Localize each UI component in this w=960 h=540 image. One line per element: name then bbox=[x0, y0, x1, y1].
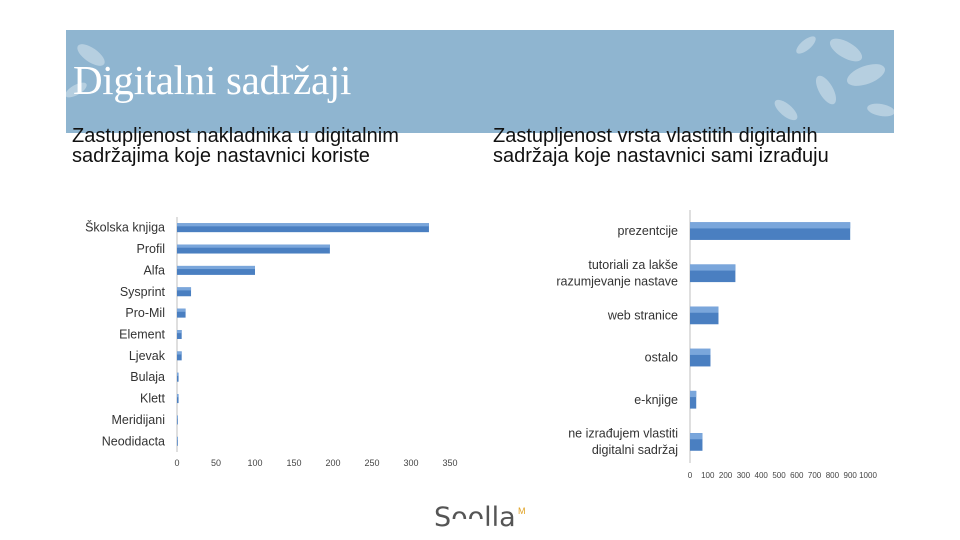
bar-highlight-1-5 bbox=[690, 433, 703, 440]
bar-highlight-1-3 bbox=[690, 348, 711, 355]
content-types-bar-chart: prezentcije tutoriali za lakše razumjevanj… bbox=[556, 210, 877, 480]
bar-0-10 bbox=[177, 436, 178, 446]
x-tick-label-1-7: 700 bbox=[808, 471, 822, 480]
category-label-0-7: Bulaja bbox=[130, 370, 165, 384]
bar-highlight-1-4 bbox=[690, 390, 697, 398]
x-tick-label-1-9: 900 bbox=[844, 471, 858, 480]
category-label-1-2: web stranice bbox=[607, 308, 678, 322]
right-chart-heading: Zastupljenost vrsta vlastitih digitalnih… bbox=[493, 125, 829, 167]
x-tick-label-1-0: 0 bbox=[688, 471, 693, 480]
x-tick-label-0-0: 0 bbox=[174, 458, 179, 468]
bar-1-4 bbox=[690, 390, 697, 409]
category-label-0-9: Meridijani bbox=[112, 413, 166, 427]
x-tick-label-0-3: 150 bbox=[286, 458, 301, 468]
bar-0-8 bbox=[177, 394, 179, 404]
x-tick-label-0-7: 350 bbox=[442, 458, 457, 468]
bar-highlight-0-7 bbox=[177, 372, 179, 376]
bar-highlight-0-6 bbox=[177, 351, 182, 355]
bar-0-4 bbox=[177, 308, 186, 318]
bar-0-2 bbox=[177, 265, 255, 275]
bar-highlight-1-0 bbox=[690, 222, 851, 229]
skolla-logo: Sᴖᴖlla M bbox=[434, 502, 526, 532]
x-tick-label-0-6: 300 bbox=[403, 458, 418, 468]
category-label-1-1: tutoriali za lakše razumjevanje nastave bbox=[556, 258, 678, 289]
slide-title: Digitalni sadržaji bbox=[73, 57, 352, 103]
category-label-0-4: Pro-Mil bbox=[125, 306, 165, 320]
x-tick-label-1-10: 1000 bbox=[859, 471, 877, 480]
category-label-1-3: ostalo bbox=[645, 351, 678, 365]
x-tick-label-0-4: 200 bbox=[325, 458, 340, 468]
category-label-0-10: Neodidacta bbox=[102, 434, 165, 448]
bar-0-9 bbox=[177, 415, 178, 425]
x-tick-label-1-1: 100 bbox=[701, 471, 715, 480]
left-chart-heading: Zastupljenost nakladnika u digitalnim sa… bbox=[72, 125, 399, 167]
x-tick-label-0-5: 250 bbox=[364, 458, 379, 468]
x-tick-label-1-5: 500 bbox=[772, 471, 786, 480]
x-tick-label-1-2: 200 bbox=[719, 471, 733, 480]
bar-0-3 bbox=[177, 287, 192, 297]
bar-0-5 bbox=[177, 330, 182, 339]
x-tick-label-1-3: 300 bbox=[737, 471, 751, 480]
category-label-0-1: Profil bbox=[137, 242, 165, 256]
category-label-0-6: Ljevak bbox=[129, 349, 166, 363]
x-tick-label-1-6: 600 bbox=[790, 471, 804, 480]
category-label-0-3: Sysprint bbox=[120, 285, 166, 299]
header-banner bbox=[66, 30, 894, 133]
bar-0-1 bbox=[177, 244, 330, 254]
x-tick-label-0-1: 50 bbox=[211, 458, 221, 468]
bar-0-0 bbox=[177, 223, 429, 233]
bar-highlight-1-2 bbox=[690, 306, 719, 313]
category-label-1-5: ne izrađujem vlastiti digitalni sadržaj bbox=[568, 427, 678, 458]
bar-highlight-0-10 bbox=[177, 436, 178, 440]
bar-highlight-0-0 bbox=[177, 223, 429, 227]
category-label-0-0: Školska knjiga bbox=[85, 220, 165, 235]
bar-highlight-0-2 bbox=[177, 265, 255, 270]
bar-highlight-0-1 bbox=[177, 244, 330, 248]
bar-0-6 bbox=[177, 351, 182, 361]
logo-text: Sᴖᴖlla bbox=[434, 502, 516, 532]
bar-highlight-1-1 bbox=[690, 264, 736, 271]
category-label-0-5: Element bbox=[119, 328, 165, 342]
publishers-bar-chart: Školska knjiga Profil Alfa Sysprint Pro-Mil E… bbox=[85, 217, 458, 468]
category-label-1-0: prezentcije bbox=[618, 224, 678, 238]
x-tick-label-1-4: 400 bbox=[755, 471, 769, 480]
category-label-1-4: e-knjige bbox=[634, 393, 678, 407]
x-tick-label-1-8: 800 bbox=[826, 471, 840, 480]
bar-highlight-0-8 bbox=[177, 394, 179, 398]
category-label-0-2: Alfa bbox=[143, 263, 165, 277]
x-tick-label-0-2: 100 bbox=[247, 458, 262, 468]
logo-mark: M bbox=[518, 506, 526, 516]
bar-highlight-0-4 bbox=[177, 308, 186, 312]
category-label-0-8: Klett bbox=[140, 392, 166, 406]
bar-highlight-0-9 bbox=[177, 415, 178, 419]
bar-0-7 bbox=[177, 372, 179, 382]
flower-decoration-icon bbox=[66, 36, 894, 121]
bar-highlight-0-3 bbox=[177, 287, 192, 291]
bar-highlight-0-5 bbox=[177, 330, 182, 334]
